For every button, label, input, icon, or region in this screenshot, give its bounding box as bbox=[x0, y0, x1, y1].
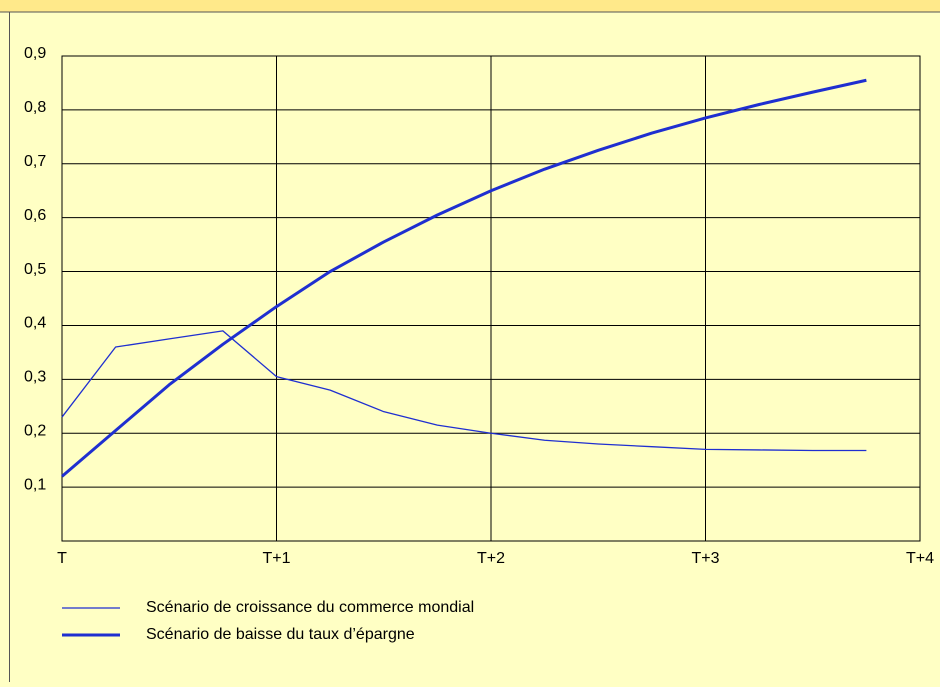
series-line bbox=[61, 78, 867, 478]
y-tick-label: 0,7 bbox=[24, 153, 46, 170]
x-tick-label: T+4 bbox=[906, 550, 934, 567]
top-bar bbox=[0, 0, 940, 12]
x-tick-label: T+2 bbox=[477, 550, 505, 567]
legend-label: Scénario de croissance du commerce mondi… bbox=[146, 599, 474, 616]
series-line bbox=[61, 330, 867, 452]
y-tick-label: 0,9 bbox=[24, 45, 46, 62]
legend-label: Scénario de baisse du taux d’épargne bbox=[146, 626, 415, 643]
x-tick-label: T bbox=[57, 550, 67, 567]
y-tick-label: 0,4 bbox=[24, 315, 46, 332]
y-tick-label: 0,1 bbox=[24, 476, 46, 493]
y-tick-label: 0,8 bbox=[24, 99, 46, 116]
x-tick-label: T+1 bbox=[262, 550, 290, 567]
x-tick-label: T+3 bbox=[691, 550, 719, 567]
y-tick-label: 0,3 bbox=[24, 369, 46, 386]
y-tick-label: 0,6 bbox=[24, 207, 46, 224]
y-tick-label: 0,5 bbox=[24, 261, 46, 278]
y-tick-label: 0,2 bbox=[24, 422, 46, 439]
